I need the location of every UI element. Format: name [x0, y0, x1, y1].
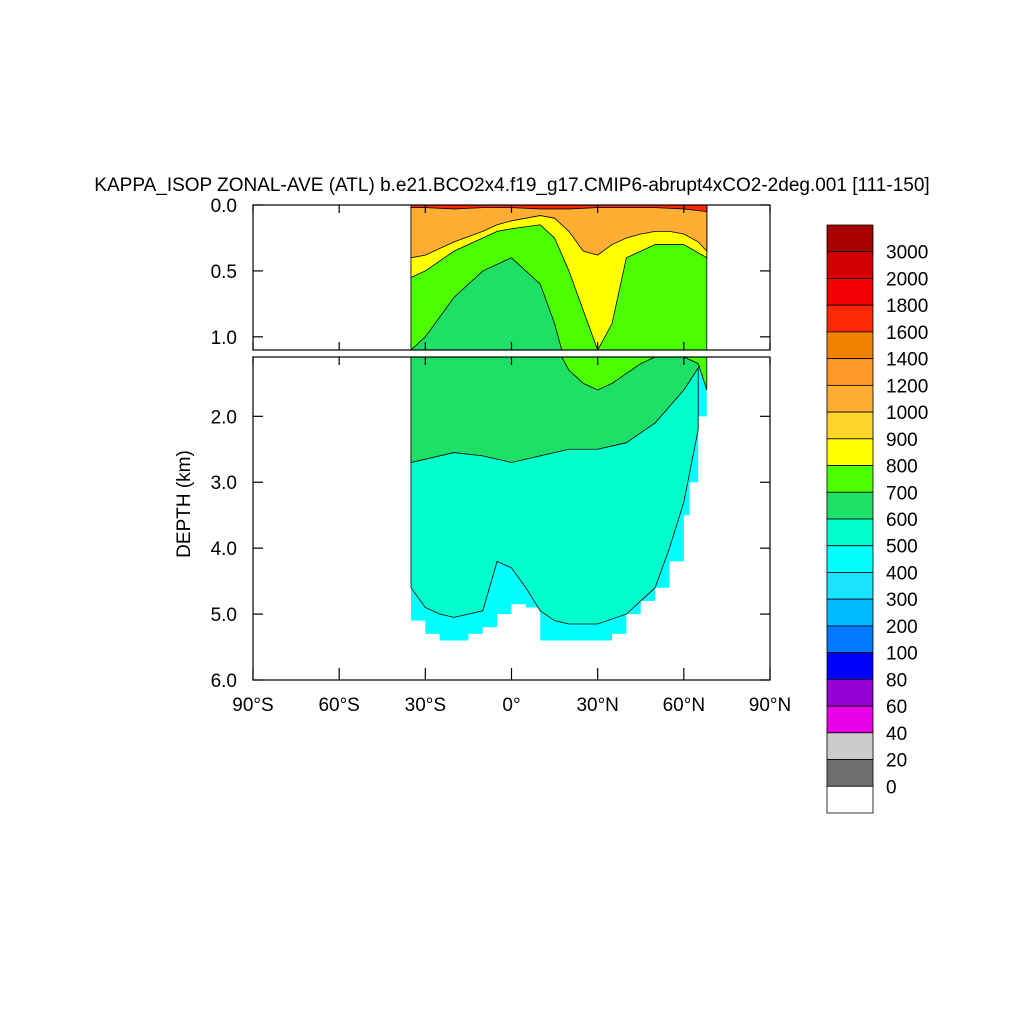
- colorbar-label: 80: [886, 670, 907, 691]
- colorbar-swatch: [826, 304, 874, 333]
- colorbar: 3000200018001600140012001000900800700600…: [826, 224, 928, 814]
- colorbar-label: 200: [886, 617, 918, 638]
- y-tick-label: 5.0: [211, 605, 237, 626]
- colorbar-swatch: [826, 411, 874, 440]
- colorbar-label: 2000: [886, 269, 928, 290]
- colorbar-swatch: [826, 759, 874, 787]
- field-region-yellow: [410, 205, 708, 350]
- x-axis: 90°S 60°S 30°S 0° 30°N 60°N 90°N: [232, 205, 791, 716]
- colorbar-swatch: [826, 678, 874, 707]
- colorbar-label: 1200: [886, 376, 928, 397]
- colorbar-swatch: [826, 572, 874, 600]
- colorbar-label: 0: [886, 777, 897, 798]
- colorbar-swatch: [826, 331, 874, 360]
- colorbar-swatch: [826, 545, 874, 573]
- field-region-upper_orange: [410, 205, 708, 259]
- y-tick-label: 6.0: [211, 671, 237, 692]
- colorbar-swatch: [826, 438, 874, 466]
- x-tick-label: 60°N: [663, 695, 705, 716]
- colorbar-swatch: [826, 732, 874, 760]
- colorbar-swatch: [826, 384, 874, 413]
- colorbar-label: 700: [886, 483, 918, 504]
- field-region-shallow: [410, 205, 708, 213]
- field-region-green: [410, 357, 708, 391]
- colorbar-swatch: [826, 224, 874, 253]
- colorbar-swatch: [826, 465, 874, 493]
- colorbar-label: 300: [886, 590, 918, 611]
- colorbar-label: 400: [886, 563, 918, 584]
- x-tick-label: 30°N: [576, 695, 618, 716]
- colorbar-swatch: [826, 705, 874, 734]
- field-region-mid_green: [410, 357, 702, 463]
- y-tick-label: 2.0: [211, 407, 237, 428]
- colorbar-swatch: [826, 652, 874, 680]
- y-axis-label: DEPTH (km): [174, 450, 195, 558]
- y-tick-label: 0.0: [211, 196, 237, 217]
- x-tick-label: 30°S: [405, 695, 446, 716]
- colorbar-label: 60: [886, 697, 907, 718]
- colorbar-label: 20: [886, 751, 907, 772]
- colorbar-swatch: [826, 625, 874, 654]
- colorbar-label: 1000: [886, 403, 928, 424]
- x-tick-label: 90°N: [749, 695, 791, 716]
- colorbar-label: 1400: [886, 350, 928, 371]
- colorbar-label: 600: [886, 510, 918, 531]
- y-tick-label: 4.0: [211, 539, 237, 560]
- colorbar-swatch: [826, 598, 874, 627]
- colorbar-swatch: [826, 358, 874, 386]
- y-tick-label: 3.0: [211, 473, 237, 494]
- colorbar-label: 3000: [886, 243, 928, 264]
- colorbar-swatch: [826, 785, 874, 814]
- colorbar-swatch: [826, 518, 874, 547]
- colorbar-label: 900: [886, 430, 918, 451]
- x-tick-label: 0°: [502, 695, 520, 716]
- colorbar-swatch: [826, 251, 874, 279]
- colorbar-label: 1600: [886, 323, 928, 344]
- colorbar-swatch: [826, 491, 874, 520]
- colorbar-label: 800: [886, 457, 918, 478]
- colorbar-label: 40: [886, 724, 907, 745]
- colorbar-label: 500: [886, 537, 918, 558]
- y-tick-label: 1.0: [211, 328, 237, 349]
- x-tick-label: 60°S: [318, 695, 359, 716]
- lower-panel: 2.0 3.0 4.0 5.0 6.0: [211, 356, 771, 692]
- y-tick-label: 0.5: [211, 262, 237, 283]
- x-tick-label: 90°S: [232, 695, 273, 716]
- chart-title: KAPPA_ISOP ZONAL-AVE (ATL) b.e21.BCO2x4.…: [94, 175, 929, 196]
- colorbar-label: 1800: [886, 296, 928, 317]
- colorbar-swatch: [826, 278, 874, 306]
- colorbar-label: 100: [886, 644, 918, 665]
